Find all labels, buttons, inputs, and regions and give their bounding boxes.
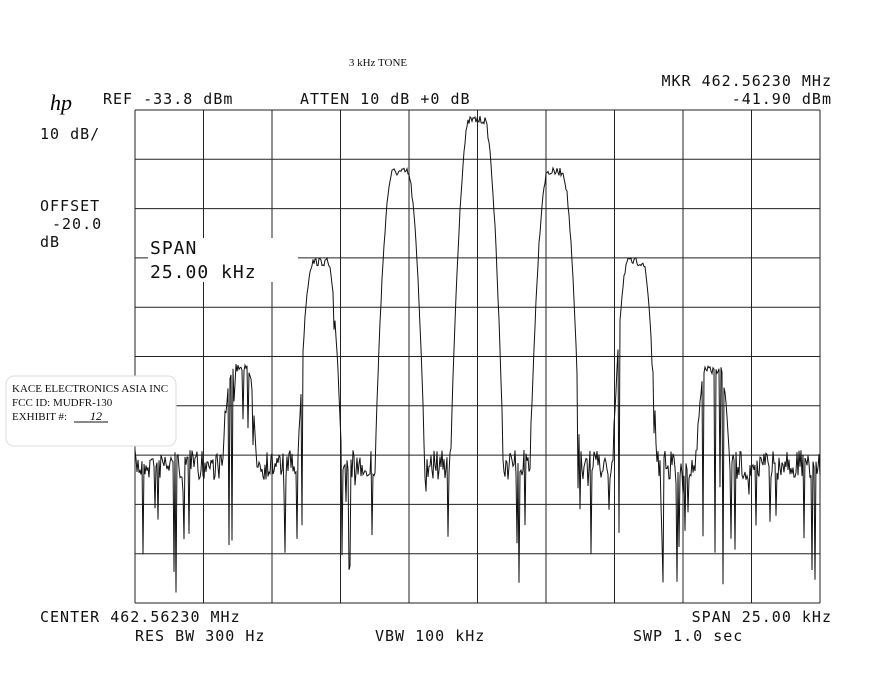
ref-level: REF -33.8 dBm [103, 90, 233, 108]
marker-frequency: MKR 462.56230 MHz [661, 72, 832, 90]
graticule [134, 109, 821, 604]
span: SPAN 25.00 kHz [692, 608, 832, 626]
stamp-box [5, 375, 177, 447]
stamp-exhibit-label: EXHIBIT #: [12, 411, 67, 423]
scale: 10 dB/ [40, 125, 100, 143]
logo: hp [50, 90, 72, 115]
spectrum-trace [134, 115, 821, 593]
stamp-exhibit-number: 12 [90, 409, 102, 423]
offset-label: OFFSET [40, 197, 100, 215]
offset-value: -20.0 [52, 215, 102, 233]
span-label: SPAN [150, 238, 197, 259]
res-bw: RES BW 300 Hz [135, 627, 265, 645]
vbw: VBW 100 kHz [375, 627, 485, 645]
marker-level: -41.90 dBm [732, 90, 832, 108]
note-title: 3 kHz TONE [349, 57, 408, 69]
attenuation: ATTEN 10 dB +0 dB [300, 90, 471, 108]
stamp-fcc-id: FCC ID: MUDFR-130 [12, 397, 113, 409]
stamp-company: KACE ELECTRONICS ASIA INC [12, 383, 168, 395]
span-box [148, 238, 298, 282]
sweep-time: SWP 1.0 sec [633, 627, 743, 645]
offset-unit: dB [40, 233, 60, 251]
center-frequency: CENTER 462.56230 MHz [40, 608, 241, 626]
span-value: 25.00 kHz [150, 262, 257, 283]
